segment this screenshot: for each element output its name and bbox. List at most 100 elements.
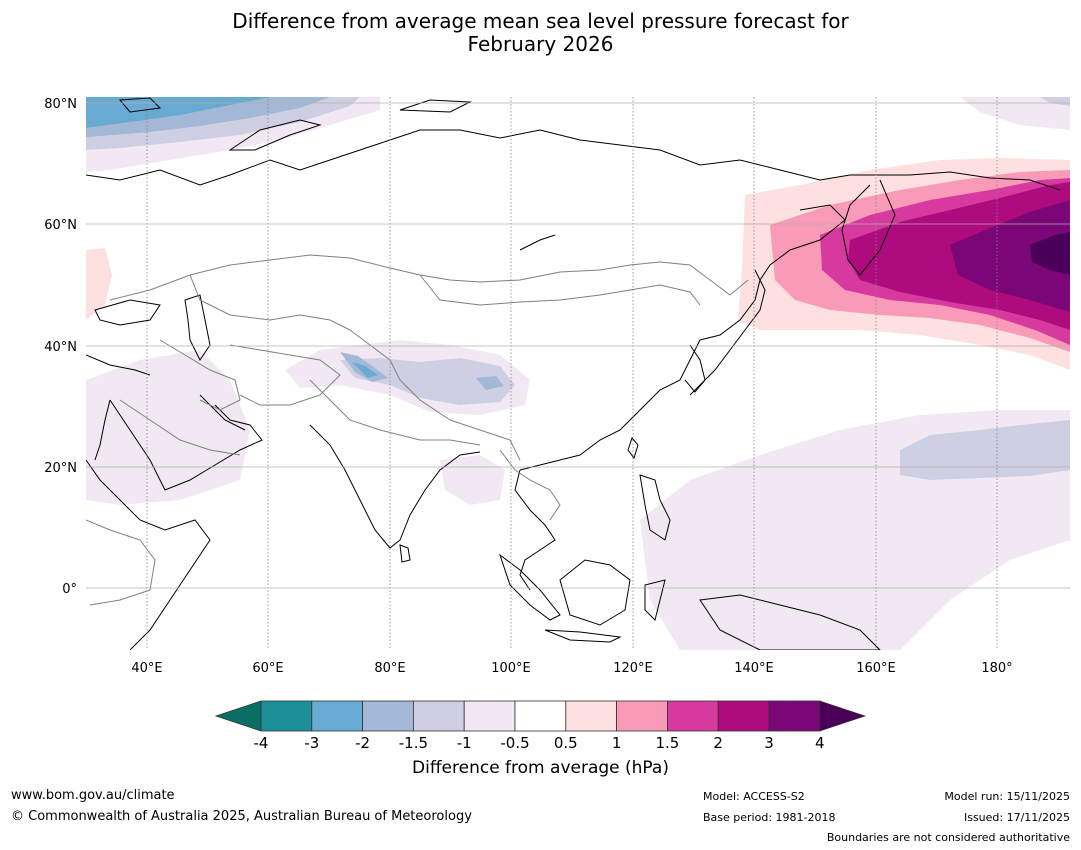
border-kazakhstan (189, 274, 351, 331)
anomaly-shading (86, 97, 1070, 650)
anomaly-pacific-mid (900, 420, 1070, 480)
lat-label: 60°N (44, 218, 77, 233)
colorbar-tick-label: 1 (612, 734, 622, 752)
anomaly-npac-3 (950, 200, 1070, 312)
border-mongolia (419, 274, 701, 306)
coastline-china-east (519, 339, 701, 471)
colorbar-segment (667, 700, 719, 732)
map-title: Difference from average mean sea level p… (0, 10, 1081, 56)
anomaly-bay-light (440, 455, 505, 505)
colorbar-tick-label: 1.5 (655, 734, 679, 752)
issued-text: Issued: 17/11/2025 (963, 811, 1070, 824)
border-africa (86, 519, 156, 606)
coastline-taiwan (627, 437, 639, 460)
colorbar-segment (260, 700, 313, 732)
map-title-line1: Difference from average mean sea level p… (232, 9, 849, 33)
colorbar-tick-label: -4 (254, 734, 269, 752)
anomaly-tibet-dark (352, 362, 378, 378)
anomaly-tibet-mid (340, 358, 515, 405)
model-text: Model: ACCESS-S2 (703, 790, 805, 803)
colorbar-extend-high (819, 700, 867, 732)
border-china-west (349, 329, 521, 461)
lon-label: 140°E (734, 661, 774, 676)
coastline-kamchatka (841, 179, 896, 276)
lat-label: 20°N (44, 461, 77, 476)
colorbar-segment (311, 700, 363, 732)
coastline-arabia (109, 399, 263, 491)
lon-label: 100°E (491, 661, 531, 676)
colorbar-extend-low (214, 700, 262, 732)
parallels (86, 102, 1070, 589)
colorbar-segment (616, 700, 668, 732)
coastline-borneo (559, 559, 631, 626)
coastline-black-sea (94, 299, 161, 326)
coastline-baikal (519, 234, 556, 251)
coastline-okhotsk (699, 204, 846, 341)
anomaly-arctic-dark (86, 97, 270, 128)
coastline-svalbard (118, 97, 162, 113)
anomaly-tibet-blue-2 (476, 376, 504, 390)
colorbar-tick-label: 2 (713, 734, 723, 752)
coastline-africa (86, 459, 211, 650)
anomaly-west-pink (86, 248, 112, 320)
coastline-caspian (184, 294, 211, 361)
map-panel (86, 97, 1070, 650)
lon-label: 80°E (374, 661, 405, 676)
coastline-japan (689, 269, 766, 396)
colorbar-tick-label: 4 (815, 734, 825, 752)
coastline-java (544, 629, 622, 643)
website-link[interactable]: www.bom.gov.au/climate (11, 788, 175, 803)
lat-label: 0° (62, 582, 77, 597)
colorbar: -4 -3 -2 -1.5 -1 -0.5 0.5 1 1.5 2 3 4 (214, 700, 867, 752)
colorbar-tick-label: -3 (304, 734, 319, 752)
lon-label: 60°E (252, 661, 283, 676)
border-arabia (119, 399, 241, 456)
coastline-new-guinea (699, 594, 881, 650)
lon-label: 180° (981, 661, 1012, 676)
coastline-novaya-zemlya (228, 119, 322, 151)
colorbar-tick-label: 3 (764, 734, 774, 752)
colorbar-segment (768, 700, 821, 732)
copyright-text: © Commonwealth of Australia 2025, Austra… (11, 809, 472, 824)
base-period-text: Base period: 1981-2018 (703, 811, 836, 824)
coastline-india (309, 424, 481, 549)
anomaly-arctic-east (960, 97, 1070, 130)
colorbar-segment (412, 700, 465, 732)
coastline-philippines (639, 474, 671, 541)
meridians (146, 97, 998, 650)
coastline-red-sea (94, 399, 111, 461)
border-russia-south (109, 254, 749, 301)
lon-label: 120°E (613, 661, 653, 676)
coastline-sri-lanka (399, 544, 411, 563)
anomaly-npac-4 (1030, 232, 1070, 275)
model-run-text: Model run: 15/11/2025 (944, 790, 1070, 803)
colorbar-segment (717, 700, 770, 732)
coastlines (86, 97, 1061, 650)
anomaly-middle-east (86, 350, 250, 505)
lon-labels: 40°E 60°E 80°E 100°E 120°E 140°E 160°E 1… (131, 661, 1012, 676)
colorbar-title: Difference from average (hPa) (412, 758, 669, 778)
coastline-mediterranean (86, 354, 151, 376)
disclaimer-text: Boundaries are not considered authoritat… (826, 831, 1070, 844)
anomaly-arctic-east-blue (1040, 97, 1070, 106)
colorbar-segment (463, 700, 516, 732)
border-afghanistan (229, 344, 341, 406)
border-iran (159, 339, 241, 411)
colorbar-tick-label: -0.5 (500, 734, 529, 752)
colorbar-tick-label: -1 (457, 734, 472, 752)
colorbar-segment (565, 700, 617, 732)
coastline-indochina (514, 469, 556, 591)
coastline-sulawesi (644, 579, 666, 621)
lat-label: 80°N (44, 97, 77, 112)
colorbar-segment (514, 700, 567, 732)
lon-label: 160°E (856, 661, 896, 676)
lon-label: 40°E (131, 661, 162, 676)
border-india-nepal (309, 379, 481, 446)
coastline-north (86, 129, 1061, 191)
colorbar-tick-label: -2 (355, 734, 370, 752)
lat-label: 40°N (44, 340, 77, 355)
coastline-persian-gulf (199, 394, 246, 431)
lat-labels: 80°N 60°N 40°N 20°N 0° (44, 97, 77, 597)
map-title-line2: February 2026 (467, 32, 614, 56)
